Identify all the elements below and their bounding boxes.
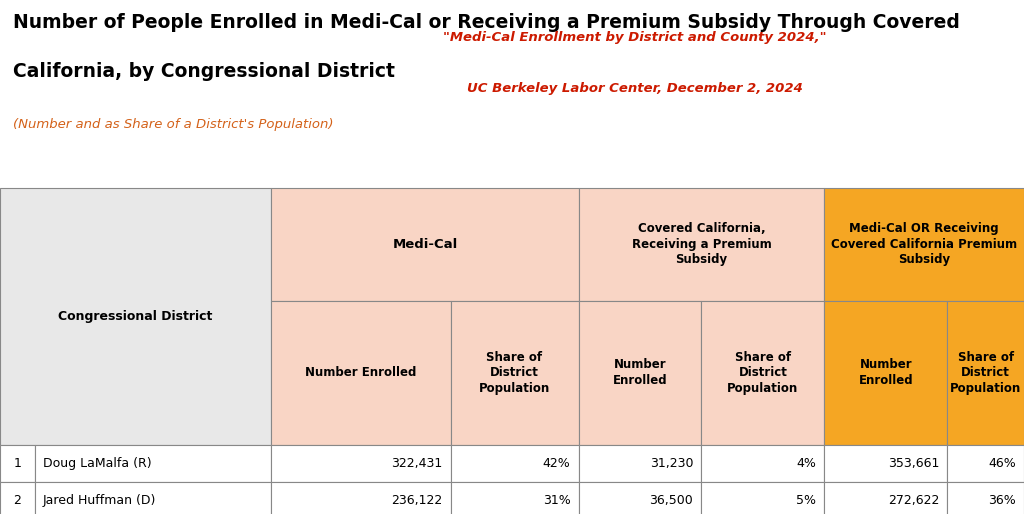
Text: Doug LaMalfa (R): Doug LaMalfa (R)	[43, 457, 152, 470]
Text: 46%: 46%	[988, 457, 1016, 470]
Text: UC Berkeley Labor Center, December 2, 2024: UC Berkeley Labor Center, December 2, 20…	[467, 82, 803, 95]
Bar	[35, 482, 271, 514]
Bar	[579, 188, 824, 301]
Text: Number
Enrolled: Number Enrolled	[612, 358, 668, 387]
Text: Number Enrolled: Number Enrolled	[305, 366, 417, 379]
Text: 36,500: 36,500	[649, 494, 693, 507]
Bar	[824, 188, 1024, 301]
Text: California, by Congressional District: California, by Congressional District	[13, 62, 395, 81]
Text: 4%: 4%	[797, 457, 816, 470]
Text: 5%: 5%	[796, 494, 816, 507]
Text: Medi-Cal OR Receiving
Covered California Premium
Subsidy: Medi-Cal OR Receiving Covered California…	[831, 222, 1017, 266]
Bar	[579, 482, 701, 514]
Text: 31%: 31%	[543, 494, 570, 507]
Text: Jared Huffman (D): Jared Huffman (D)	[43, 494, 157, 507]
Bar	[824, 301, 947, 445]
Bar	[451, 482, 579, 514]
Bar	[0, 445, 35, 482]
Text: Medi-Cal: Medi-Cal	[392, 237, 458, 251]
Text: Covered California,
Receiving a Premium
Subsidy: Covered California, Receiving a Premium …	[632, 222, 771, 266]
Text: "Medi-Cal Enrollment by District and County 2024,": "Medi-Cal Enrollment by District and Cou…	[443, 31, 826, 44]
Text: Share of
District
Population: Share of District Population	[727, 351, 799, 395]
Bar	[579, 301, 701, 445]
Bar	[947, 445, 1024, 482]
Bar	[947, 482, 1024, 514]
Bar	[0, 188, 271, 445]
Bar	[271, 445, 451, 482]
Text: (Number and as Share of a District's Population): (Number and as Share of a District's Pop…	[13, 118, 334, 131]
Text: 272,622: 272,622	[888, 494, 939, 507]
Text: 42%: 42%	[543, 457, 570, 470]
Text: 31,230: 31,230	[650, 457, 693, 470]
Bar	[451, 301, 579, 445]
Bar	[947, 301, 1024, 445]
Bar	[701, 482, 824, 514]
Text: 353,661: 353,661	[888, 457, 939, 470]
Text: Congressional District: Congressional District	[58, 309, 213, 323]
Bar	[824, 482, 947, 514]
Text: 2: 2	[13, 494, 22, 507]
Text: Number
Enrolled: Number Enrolled	[858, 358, 913, 387]
Bar	[701, 301, 824, 445]
Text: Number of People Enrolled in Medi-Cal or Receiving a Premium Subsidy Through Cov: Number of People Enrolled in Medi-Cal or…	[13, 13, 961, 32]
Bar	[271, 301, 451, 445]
Bar	[0, 482, 35, 514]
Text: 322,431: 322,431	[391, 457, 442, 470]
Bar	[271, 188, 579, 301]
Text: 36%: 36%	[988, 494, 1016, 507]
Text: Share of
District
Population: Share of District Population	[479, 351, 550, 395]
Bar	[579, 445, 701, 482]
Bar	[271, 482, 451, 514]
Text: Share of
District
Population: Share of District Population	[950, 351, 1021, 395]
Bar	[701, 445, 824, 482]
Bar	[451, 445, 579, 482]
Text: 1: 1	[13, 457, 22, 470]
Text: 236,122: 236,122	[391, 494, 442, 507]
Bar	[35, 445, 271, 482]
Bar	[824, 445, 947, 482]
